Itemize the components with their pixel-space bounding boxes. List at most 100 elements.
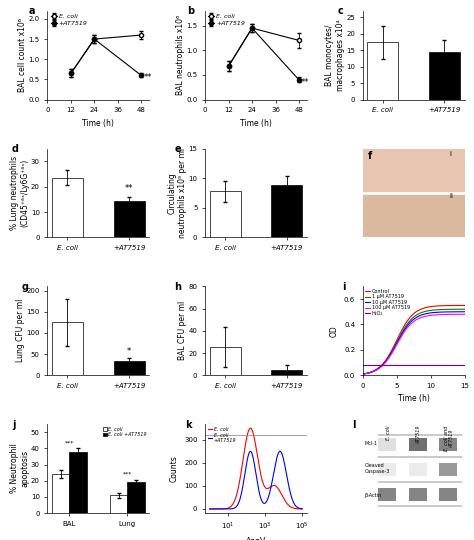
1 μM AT7519 <box>430 307 436 313</box>
1 μM AT7519 <box>462 306 467 313</box>
Bar <box>52 178 83 238</box>
Bar <box>409 438 427 451</box>
X-axis label: Time (h): Time (h) <box>82 119 114 128</box>
H₂O₂ <box>360 362 365 368</box>
Text: β-Actin: β-Actin <box>365 492 382 498</box>
Text: ii: ii <box>449 193 453 199</box>
E. coli
+AT7519 <box>207 506 212 512</box>
Text: g: g <box>22 282 29 292</box>
Line: E. coli
+AT7519: E. coli +AT7519 <box>210 451 302 509</box>
1 μM AT7519 <box>360 371 365 377</box>
H₂O₂ <box>462 362 467 368</box>
Text: ***: *** <box>64 440 74 445</box>
E. coli <box>262 484 268 490</box>
Bar <box>272 370 302 375</box>
E. coli
+AT7519 <box>291 500 297 507</box>
H₂O₂ <box>393 362 399 368</box>
Text: h: h <box>174 282 182 292</box>
Y-axis label: % Neutrophil
apoptosis: % Neutrophil apoptosis <box>10 444 29 494</box>
Bar <box>114 201 145 238</box>
10 μM AT7519 <box>360 371 365 377</box>
E. coli <box>248 425 254 431</box>
Legend: E. coli, +AT7519: E. coli, +AT7519 <box>51 14 88 26</box>
Control <box>360 371 365 377</box>
100 μM AT7519 <box>417 315 423 321</box>
10 μM AT7519 <box>413 314 419 321</box>
E. coli
+AT7519 <box>277 448 283 455</box>
Bar <box>210 347 240 375</box>
E. coli <box>291 505 297 511</box>
Bar <box>69 451 87 513</box>
Bar <box>110 495 127 513</box>
Legend: E. coli, +AT7519: E. coli, +AT7519 <box>208 14 245 26</box>
Text: ***: *** <box>122 471 132 477</box>
Line: Control: Control <box>363 306 465 374</box>
E. coli <box>285 501 291 508</box>
E. coli
+AT7519 <box>285 478 291 485</box>
Y-axis label: Circulating
neutrophils x10⁹ per ml: Circulating neutrophils x10⁹ per ml <box>168 148 187 238</box>
10 μM AT7519 <box>444 309 450 315</box>
Y-axis label: BAL monocytes/
macrophages x10⁴: BAL monocytes/ macrophages x10⁴ <box>325 19 345 91</box>
Y-axis label: % Lung neutrophils
(CD45⁺ᶞᶟ/Ly6G⁺ᶞᶟ): % Lung neutrophils (CD45⁺ᶞᶟ/Ly6G⁺ᶞᶟ) <box>10 156 29 230</box>
Line: 100 μM AT7519: 100 μM AT7519 <box>363 314 465 374</box>
E. coli
+AT7519 <box>262 500 267 507</box>
Bar <box>272 185 302 238</box>
H₂O₂ <box>400 362 406 368</box>
Line: 1 μM AT7519: 1 μM AT7519 <box>363 309 465 374</box>
H₂O₂ <box>413 362 419 368</box>
Control <box>413 309 419 315</box>
Text: E. coli and
AT7519: E. coli and AT7519 <box>444 426 455 451</box>
E. coli <box>300 505 305 512</box>
Bar <box>439 488 457 501</box>
100 μM AT7519 <box>393 342 399 349</box>
Legend: Control, 1 μM AT7519, 10 μM AT7519, 100 μM AT7519, H₂O₂: Control, 1 μM AT7519, 10 μM AT7519, 100 … <box>365 289 410 316</box>
Bar <box>114 361 145 375</box>
1 μM AT7519 <box>393 340 399 346</box>
Bar <box>52 322 83 375</box>
Bar <box>439 463 457 476</box>
100 μM AT7519 <box>413 316 419 323</box>
10 μM AT7519 <box>400 329 406 335</box>
1 μM AT7519 <box>444 306 450 313</box>
100 μM AT7519 <box>360 371 365 377</box>
X-axis label: AnnV: AnnV <box>246 537 266 540</box>
10 μM AT7519 <box>417 312 423 319</box>
1 μM AT7519 <box>413 312 419 319</box>
E. coli
+AT7519 <box>207 506 213 512</box>
Text: b: b <box>187 6 194 16</box>
Text: l: l <box>353 420 356 430</box>
10 μM AT7519 <box>462 308 467 315</box>
Y-axis label: BAL neutrophils x10⁶: BAL neutrophils x10⁶ <box>176 15 185 95</box>
100 μM AT7519 <box>444 311 450 318</box>
Text: AT7519: AT7519 <box>416 426 421 444</box>
Text: Mcl-1: Mcl-1 <box>365 441 378 446</box>
1 μM AT7519 <box>417 310 423 316</box>
Text: Cleaved
Caspase-3: Cleaved Caspase-3 <box>365 463 390 474</box>
Text: k: k <box>185 420 191 430</box>
Text: E. coli: E. coli <box>386 426 391 441</box>
Text: c: c <box>337 6 343 16</box>
Bar <box>409 463 427 476</box>
X-axis label: Time (h): Time (h) <box>240 119 272 128</box>
10 μM AT7519 <box>393 341 399 348</box>
Y-axis label: Lung CFU per ml: Lung CFU per ml <box>16 299 25 362</box>
Control <box>400 325 406 331</box>
Text: i: i <box>342 282 346 292</box>
Text: **: ** <box>143 73 152 82</box>
Control <box>393 338 399 345</box>
H₂O₂ <box>417 362 423 368</box>
Bar <box>409 488 427 501</box>
Bar <box>367 42 398 100</box>
Y-axis label: Counts: Counts <box>169 455 178 482</box>
E. coli
+AT7519 <box>264 498 269 505</box>
E. coli
+AT7519 <box>262 500 268 507</box>
Text: **: ** <box>301 78 310 87</box>
Legend: E. coli, E. coli
+AT7519: E. coli, E. coli +AT7519 <box>208 427 237 443</box>
Text: j: j <box>12 420 15 430</box>
10 μM AT7519 <box>430 309 436 316</box>
Bar <box>378 463 396 476</box>
Control <box>417 306 423 313</box>
E. coli <box>262 484 268 490</box>
E. coli <box>207 506 213 512</box>
Control <box>430 303 436 309</box>
